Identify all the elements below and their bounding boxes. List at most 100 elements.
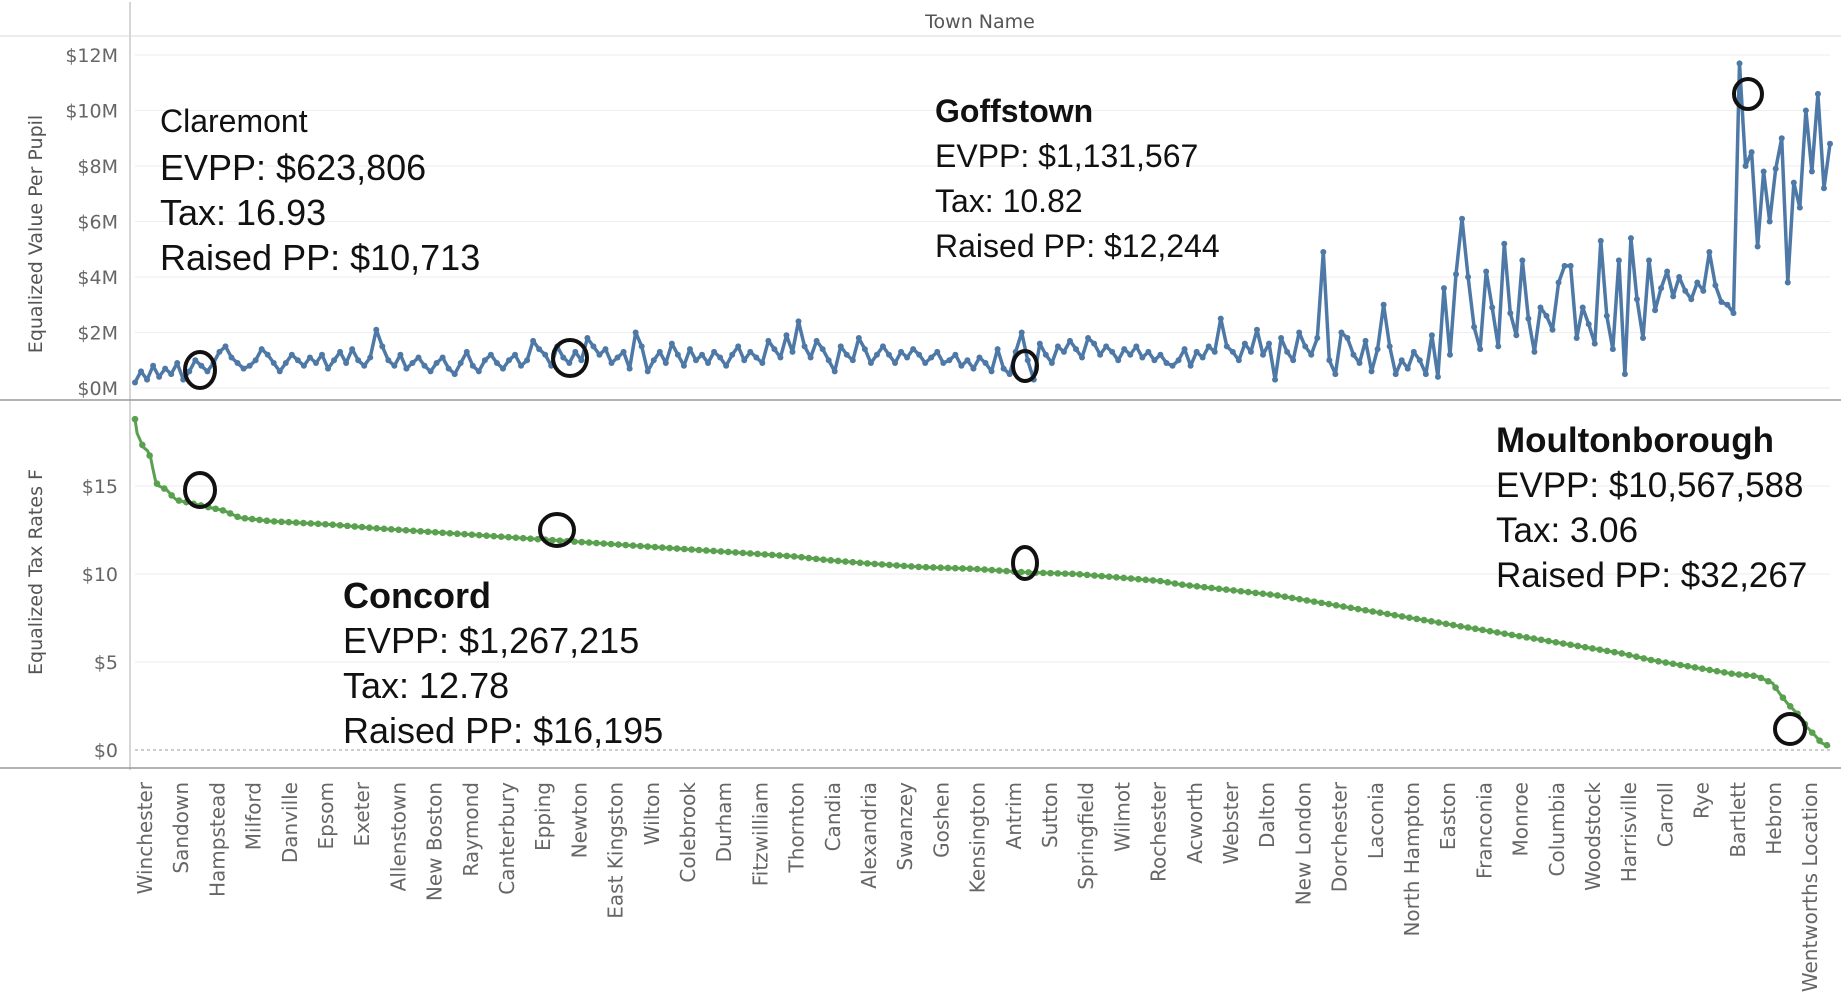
top-point [1127, 351, 1134, 358]
bottom-point [1742, 671, 1750, 679]
top-point [1338, 329, 1345, 336]
bottom-point [1435, 619, 1442, 626]
bottom-point [578, 538, 586, 546]
top-point [1362, 337, 1369, 344]
x-tick-label: Rye [1690, 782, 1714, 819]
bottom-point [1450, 621, 1457, 629]
top-point [1519, 257, 1526, 264]
bottom-point [644, 543, 651, 550]
bottom-point [1735, 671, 1743, 678]
goffstown-evpp: EVPP: $1,131,567 [935, 138, 1198, 174]
moultonborough-evpp: EVPP: $10,567,588 [1496, 466, 1803, 505]
x-tick-label: Winchester [133, 781, 157, 894]
top-point [1778, 135, 1785, 142]
bottom-point [1757, 674, 1765, 682]
x-tick-label: Exeter [350, 781, 374, 846]
top-point [1573, 335, 1580, 342]
top-point [1060, 348, 1067, 355]
bottom-point [1508, 631, 1516, 639]
top-point [584, 335, 591, 342]
bottom-point [1362, 606, 1369, 614]
bottom-point [1611, 648, 1618, 656]
top-point [843, 351, 850, 358]
bottom-point [681, 545, 688, 553]
bottom-point [1266, 591, 1274, 598]
top-point [1706, 249, 1713, 256]
top-point [1018, 329, 1025, 336]
bottom-point [1076, 570, 1084, 578]
top-point [692, 357, 699, 364]
top-point [1181, 346, 1188, 353]
bottom-point [1633, 653, 1640, 661]
top-point [1211, 348, 1218, 355]
x-tick-label: Monroe [1509, 782, 1533, 857]
bottom-point [512, 534, 520, 541]
bottom-point [732, 549, 739, 556]
top-point [1471, 323, 1478, 330]
bottom-point [1069, 570, 1076, 578]
top-point [1000, 365, 1007, 372]
top-point [409, 360, 416, 367]
bottom-point [1157, 577, 1164, 585]
bottom-point [959, 565, 966, 572]
top-point [1428, 332, 1435, 339]
top-point [873, 351, 880, 358]
bottom-point [1222, 586, 1230, 593]
claremont-raised: Raised PP: $10,713 [160, 237, 480, 278]
bottom-point [410, 527, 417, 535]
top-point [1820, 185, 1827, 192]
marker-claremont-top [183, 350, 217, 390]
top-point [735, 343, 742, 350]
top-point [566, 360, 573, 367]
marker-goffstown-bottom [1011, 545, 1039, 581]
top-point [530, 337, 537, 344]
top-series [132, 60, 1833, 386]
top-point [1694, 279, 1701, 286]
top-point [144, 376, 151, 383]
top-point [982, 360, 989, 367]
bottom-point [1808, 729, 1816, 736]
bottom-point [153, 480, 161, 487]
top-point [385, 357, 392, 364]
top-point [964, 357, 971, 364]
top-point [1308, 351, 1315, 358]
top-point [168, 371, 175, 378]
bottom-point [248, 515, 256, 523]
top-point [198, 362, 205, 369]
top-point [156, 373, 163, 380]
bottom-point [688, 546, 695, 553]
bottom-point [1574, 642, 1582, 650]
top-point [1827, 140, 1833, 147]
top-point [1440, 285, 1447, 292]
chart-title: Town Name [924, 11, 1035, 33]
bottom-point [417, 527, 424, 535]
bottom-point [666, 544, 673, 552]
bottom-point [1816, 737, 1823, 744]
bottom-point [212, 505, 219, 513]
bottom-point [475, 531, 483, 539]
top-point [638, 343, 645, 350]
bottom-point [1589, 645, 1596, 652]
top-point [1501, 240, 1508, 247]
top-point [747, 348, 754, 355]
bottom-point [358, 523, 366, 531]
bottom-point [864, 560, 871, 567]
top-point [234, 360, 241, 367]
bottom-point [1530, 635, 1538, 642]
x-tick-label: Wentworths Location [1798, 782, 1822, 992]
top-point [325, 365, 332, 372]
bottom-point [629, 542, 637, 549]
x-tick-label: Easton [1436, 782, 1460, 850]
bottom-point [930, 564, 937, 571]
top-point [487, 351, 494, 358]
moultonborough-name: Moultonborough [1496, 421, 1774, 460]
bottom-point [1457, 622, 1464, 630]
top-point [976, 354, 983, 361]
x-tick-label: Franconia [1472, 782, 1496, 879]
x-tick-label: Canterbury [495, 782, 519, 895]
top-point [1374, 346, 1381, 353]
top-point [1157, 351, 1164, 358]
top-point [1187, 362, 1194, 369]
top-point [807, 354, 814, 361]
top-point [723, 362, 730, 369]
